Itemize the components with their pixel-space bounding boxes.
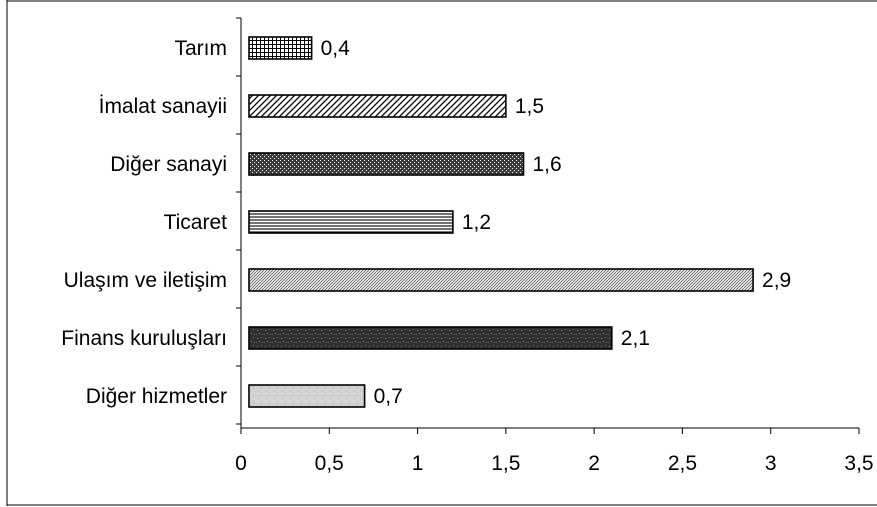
bar [248, 152, 525, 176]
data-label: 1,2 [462, 211, 491, 234]
data-label: 1,6 [533, 153, 562, 176]
category-label: Finans kuruluşları [61, 327, 227, 350]
x-tick-label: 0 [235, 452, 247, 475]
x-tick-label: 0,5 [315, 452, 344, 475]
bars-layer [248, 36, 754, 408]
x-tick-label: 3 [765, 452, 777, 475]
bar [248, 210, 454, 234]
x-tick-label: 1,5 [491, 452, 520, 475]
category-label: Ticaret [164, 211, 228, 234]
axes-layer [236, 17, 860, 434]
labels-layer: 0 0,5 1 1,5 2 2,5 3 3,5 Tarım 0,4 İmalat sanayii 1,… [61, 37, 873, 475]
bar [248, 268, 754, 292]
category-label: Diğer sanayi [110, 153, 227, 176]
category-label: Tarım [175, 37, 228, 60]
x-tick-label: 3,5 [844, 452, 873, 475]
data-label: 2,1 [621, 327, 650, 350]
data-label: 2,9 [762, 269, 791, 292]
x-tick-label: 1 [412, 452, 424, 475]
data-label: 1,5 [515, 95, 544, 118]
x-tick-label: 2 [588, 452, 600, 475]
bar [248, 326, 613, 350]
x-tick-label: 2,5 [668, 452, 697, 475]
bar [248, 94, 507, 118]
data-label: 0,7 [374, 385, 403, 408]
category-label: İmalat sanayii [99, 95, 227, 118]
category-label: Ulaşım ve iletişim [64, 269, 227, 292]
bar [248, 36, 313, 60]
data-label: 0,4 [321, 37, 351, 60]
bar [248, 384, 366, 408]
category-label: Diğer hizmetler [86, 385, 227, 408]
